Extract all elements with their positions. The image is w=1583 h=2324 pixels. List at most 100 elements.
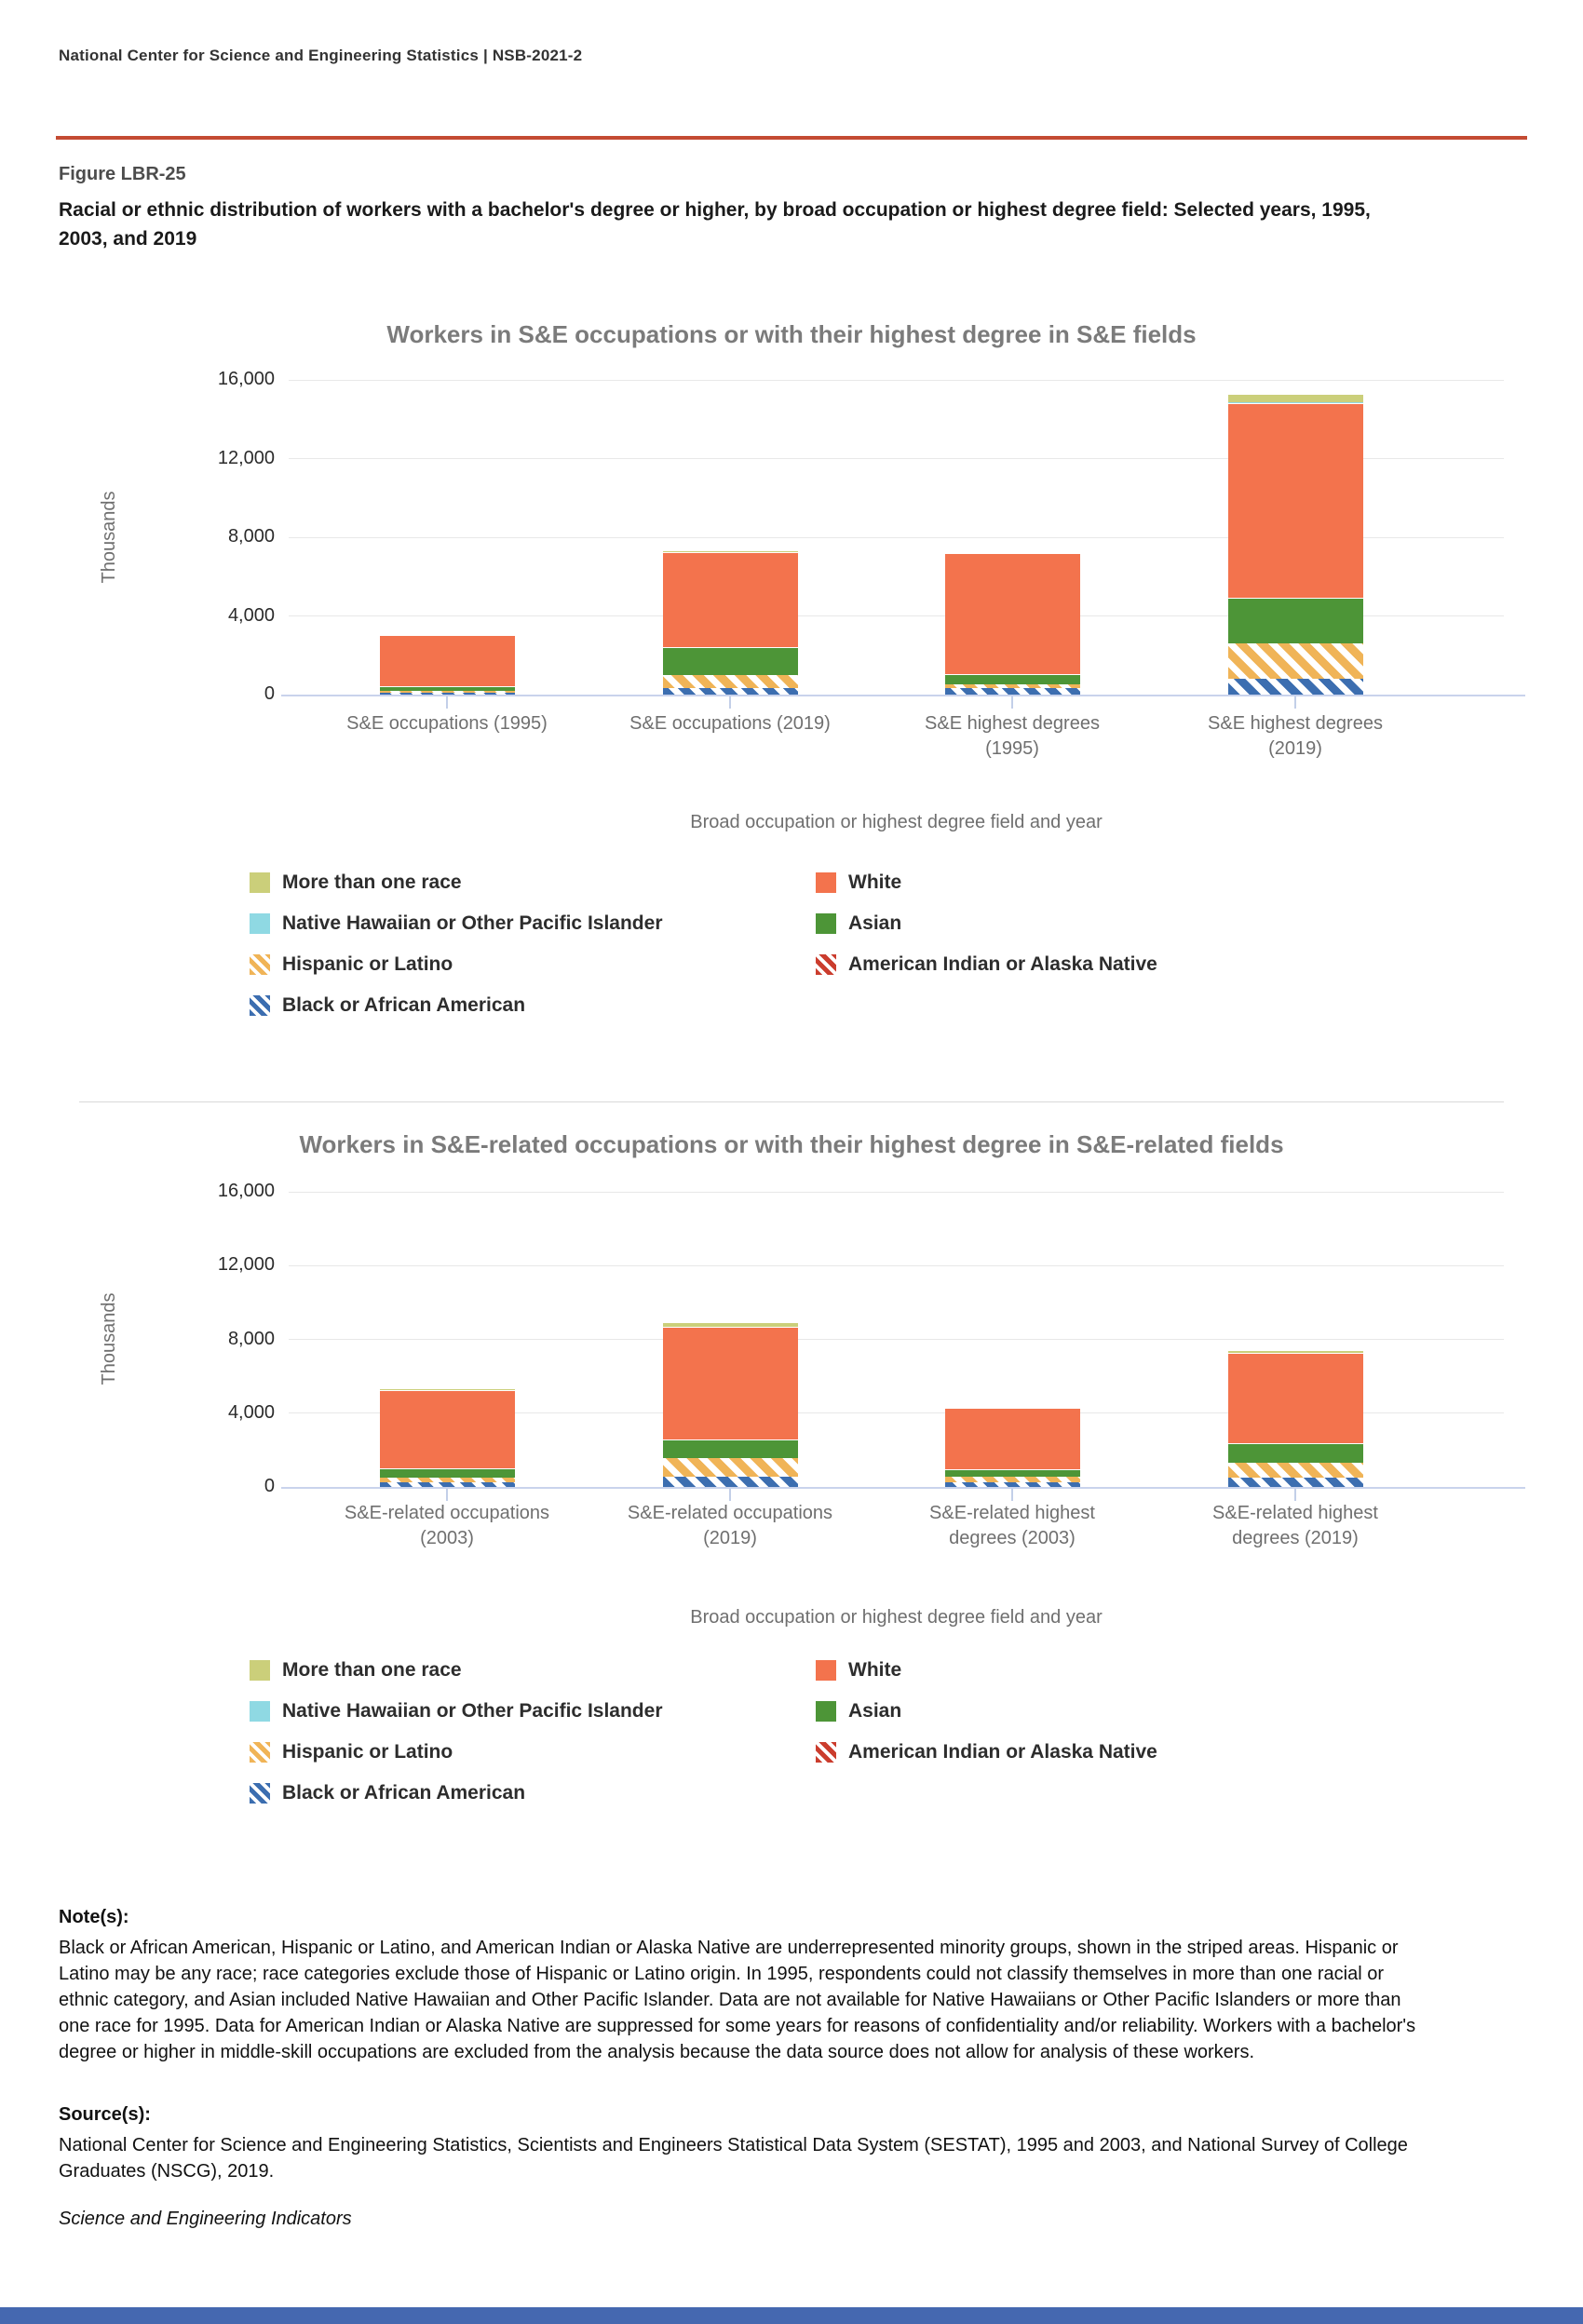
x-tick-mark <box>729 1489 731 1501</box>
legend-label: White <box>848 872 902 893</box>
legend-item: White <box>816 872 901 894</box>
category-label: S&E occupations (1995) <box>346 713 548 734</box>
y-tick-label: 4,000 <box>227 1401 275 1423</box>
y-tick-label: 12,000 <box>217 447 275 468</box>
gridline <box>289 1412 1504 1414</box>
bar-segment <box>379 693 515 695</box>
bar-segment <box>1227 394 1363 403</box>
legend-item: More than one race <box>250 872 462 894</box>
bar-segment <box>379 1467 515 1479</box>
gridline <box>289 379 1504 381</box>
bar-segment <box>379 1478 515 1482</box>
gridline <box>289 1191 1504 1193</box>
stacked-bar <box>379 1388 515 1487</box>
gridline <box>289 458 1504 459</box>
x-tick-mark <box>1011 696 1013 709</box>
bar-segment <box>1227 1443 1363 1463</box>
chart-1-y-axis-label: Thousands <box>99 491 119 584</box>
bar-segment <box>1227 402 1363 403</box>
bar-segment <box>1227 597 1363 643</box>
legend-label: Native Hawaiian or Other Pacific Islande… <box>282 1700 663 1722</box>
gridline <box>289 1264 1504 1266</box>
legend-label: Hispanic or Latino <box>282 953 453 975</box>
y-tick-label: 0 <box>264 1476 275 1496</box>
legend-swatch <box>250 913 270 934</box>
bar-segment <box>1227 642 1363 679</box>
gridline <box>289 536 1504 538</box>
x-tick-mark <box>1294 696 1296 709</box>
legend-item: White <box>816 1659 901 1682</box>
legend-item: Asian <box>816 1700 901 1723</box>
bar-segment <box>944 553 1080 675</box>
chart-1-title: Workers in S&E occupations or with their… <box>386 320 1197 348</box>
chart-2-x-axis-title: Broad occupation or highest degree field… <box>690 1607 1103 1628</box>
y-tick-label: 4,000 <box>227 604 275 626</box>
chart-2-title: Workers in S&E-related occupations or wi… <box>299 1130 1284 1158</box>
bar-segment <box>944 1477 1080 1482</box>
bar-segment <box>379 1389 515 1468</box>
legend-label: Asian <box>848 1700 902 1722</box>
legend-label: More than one race <box>282 872 462 893</box>
legend-swatch <box>250 1783 270 1804</box>
legend-label: More than one race <box>282 1659 462 1681</box>
legend-swatch <box>250 1660 270 1681</box>
legend-item: American Indian or Alaska Native <box>816 953 1157 976</box>
legend-label: Native Hawaiian or Other Pacific Islande… <box>282 912 663 934</box>
category-label: S&E highest degrees (1995) <box>925 713 1100 759</box>
bar-segment <box>662 1327 798 1440</box>
legend-swatch <box>250 954 270 975</box>
bar-segment <box>379 691 515 694</box>
stacked-bar <box>944 553 1080 695</box>
legend-item: Native Hawaiian or Other Pacific Islande… <box>250 1700 663 1723</box>
figure-title: Racial or ethnic distribution of workers… <box>59 199 1371 250</box>
section-divider <box>79 1101 1504 1102</box>
legend-label: Asian <box>848 912 902 934</box>
legend-label: White <box>848 1659 902 1681</box>
legend-swatch <box>816 1660 836 1681</box>
legend-label: Hispanic or Latino <box>282 1741 453 1763</box>
category-label: S&E occupations (2019) <box>629 713 831 734</box>
bar-segment <box>662 552 798 648</box>
category-label: S&E-related occupations (2003) <box>344 1503 550 1548</box>
bar-segment <box>662 687 798 695</box>
source-label: Source(s): <box>59 2104 151 2125</box>
bar-segment <box>662 1477 798 1487</box>
bar-segment <box>944 684 1080 688</box>
bar-segment <box>944 1468 1080 1478</box>
x-tick-mark <box>729 696 731 709</box>
legend-item: Native Hawaiian or Other Pacific Islande… <box>250 912 663 935</box>
bar-segment <box>944 1407 1080 1409</box>
legend-label: American Indian or Alaska Native <box>848 1741 1157 1763</box>
legend-item: American Indian or Alaska Native <box>816 1741 1157 1763</box>
legend-swatch <box>816 954 836 975</box>
legend-item: Black or African American <box>250 994 525 1017</box>
x-tick-mark <box>1011 1489 1013 1501</box>
stacked-bar <box>662 550 798 695</box>
bar-segment <box>944 674 1080 685</box>
bar-segment <box>379 686 515 692</box>
legend-item: Hispanic or Latino <box>250 1741 453 1763</box>
legend-swatch <box>816 913 836 934</box>
bar-segment <box>944 1481 1080 1487</box>
stacked-bar <box>379 634 515 695</box>
x-tick-mark <box>1294 1489 1296 1501</box>
figure-label: Figure LBR-25 <box>59 164 186 184</box>
legend-item: Hispanic or Latino <box>250 953 453 976</box>
bar-segment <box>662 1457 798 1478</box>
legend-swatch <box>816 1742 836 1763</box>
legend-item: Black or African American <box>250 1782 525 1804</box>
legend-swatch <box>250 872 270 893</box>
bar-segment <box>662 550 798 552</box>
bar-segment <box>1227 1353 1363 1444</box>
bar-segment <box>662 674 798 688</box>
header-rule <box>56 136 1527 140</box>
chart-1-x-axis-title: Broad occupation or highest degree field… <box>690 812 1103 832</box>
bar-segment <box>662 1439 798 1458</box>
y-tick-label: 16,000 <box>217 1181 275 1201</box>
bar-segment <box>944 1408 1080 1469</box>
legend-item: Asian <box>816 912 901 935</box>
y-tick-label: 8,000 <box>227 1328 275 1349</box>
x-axis-line <box>281 695 1525 696</box>
bar-segment <box>379 634 515 687</box>
